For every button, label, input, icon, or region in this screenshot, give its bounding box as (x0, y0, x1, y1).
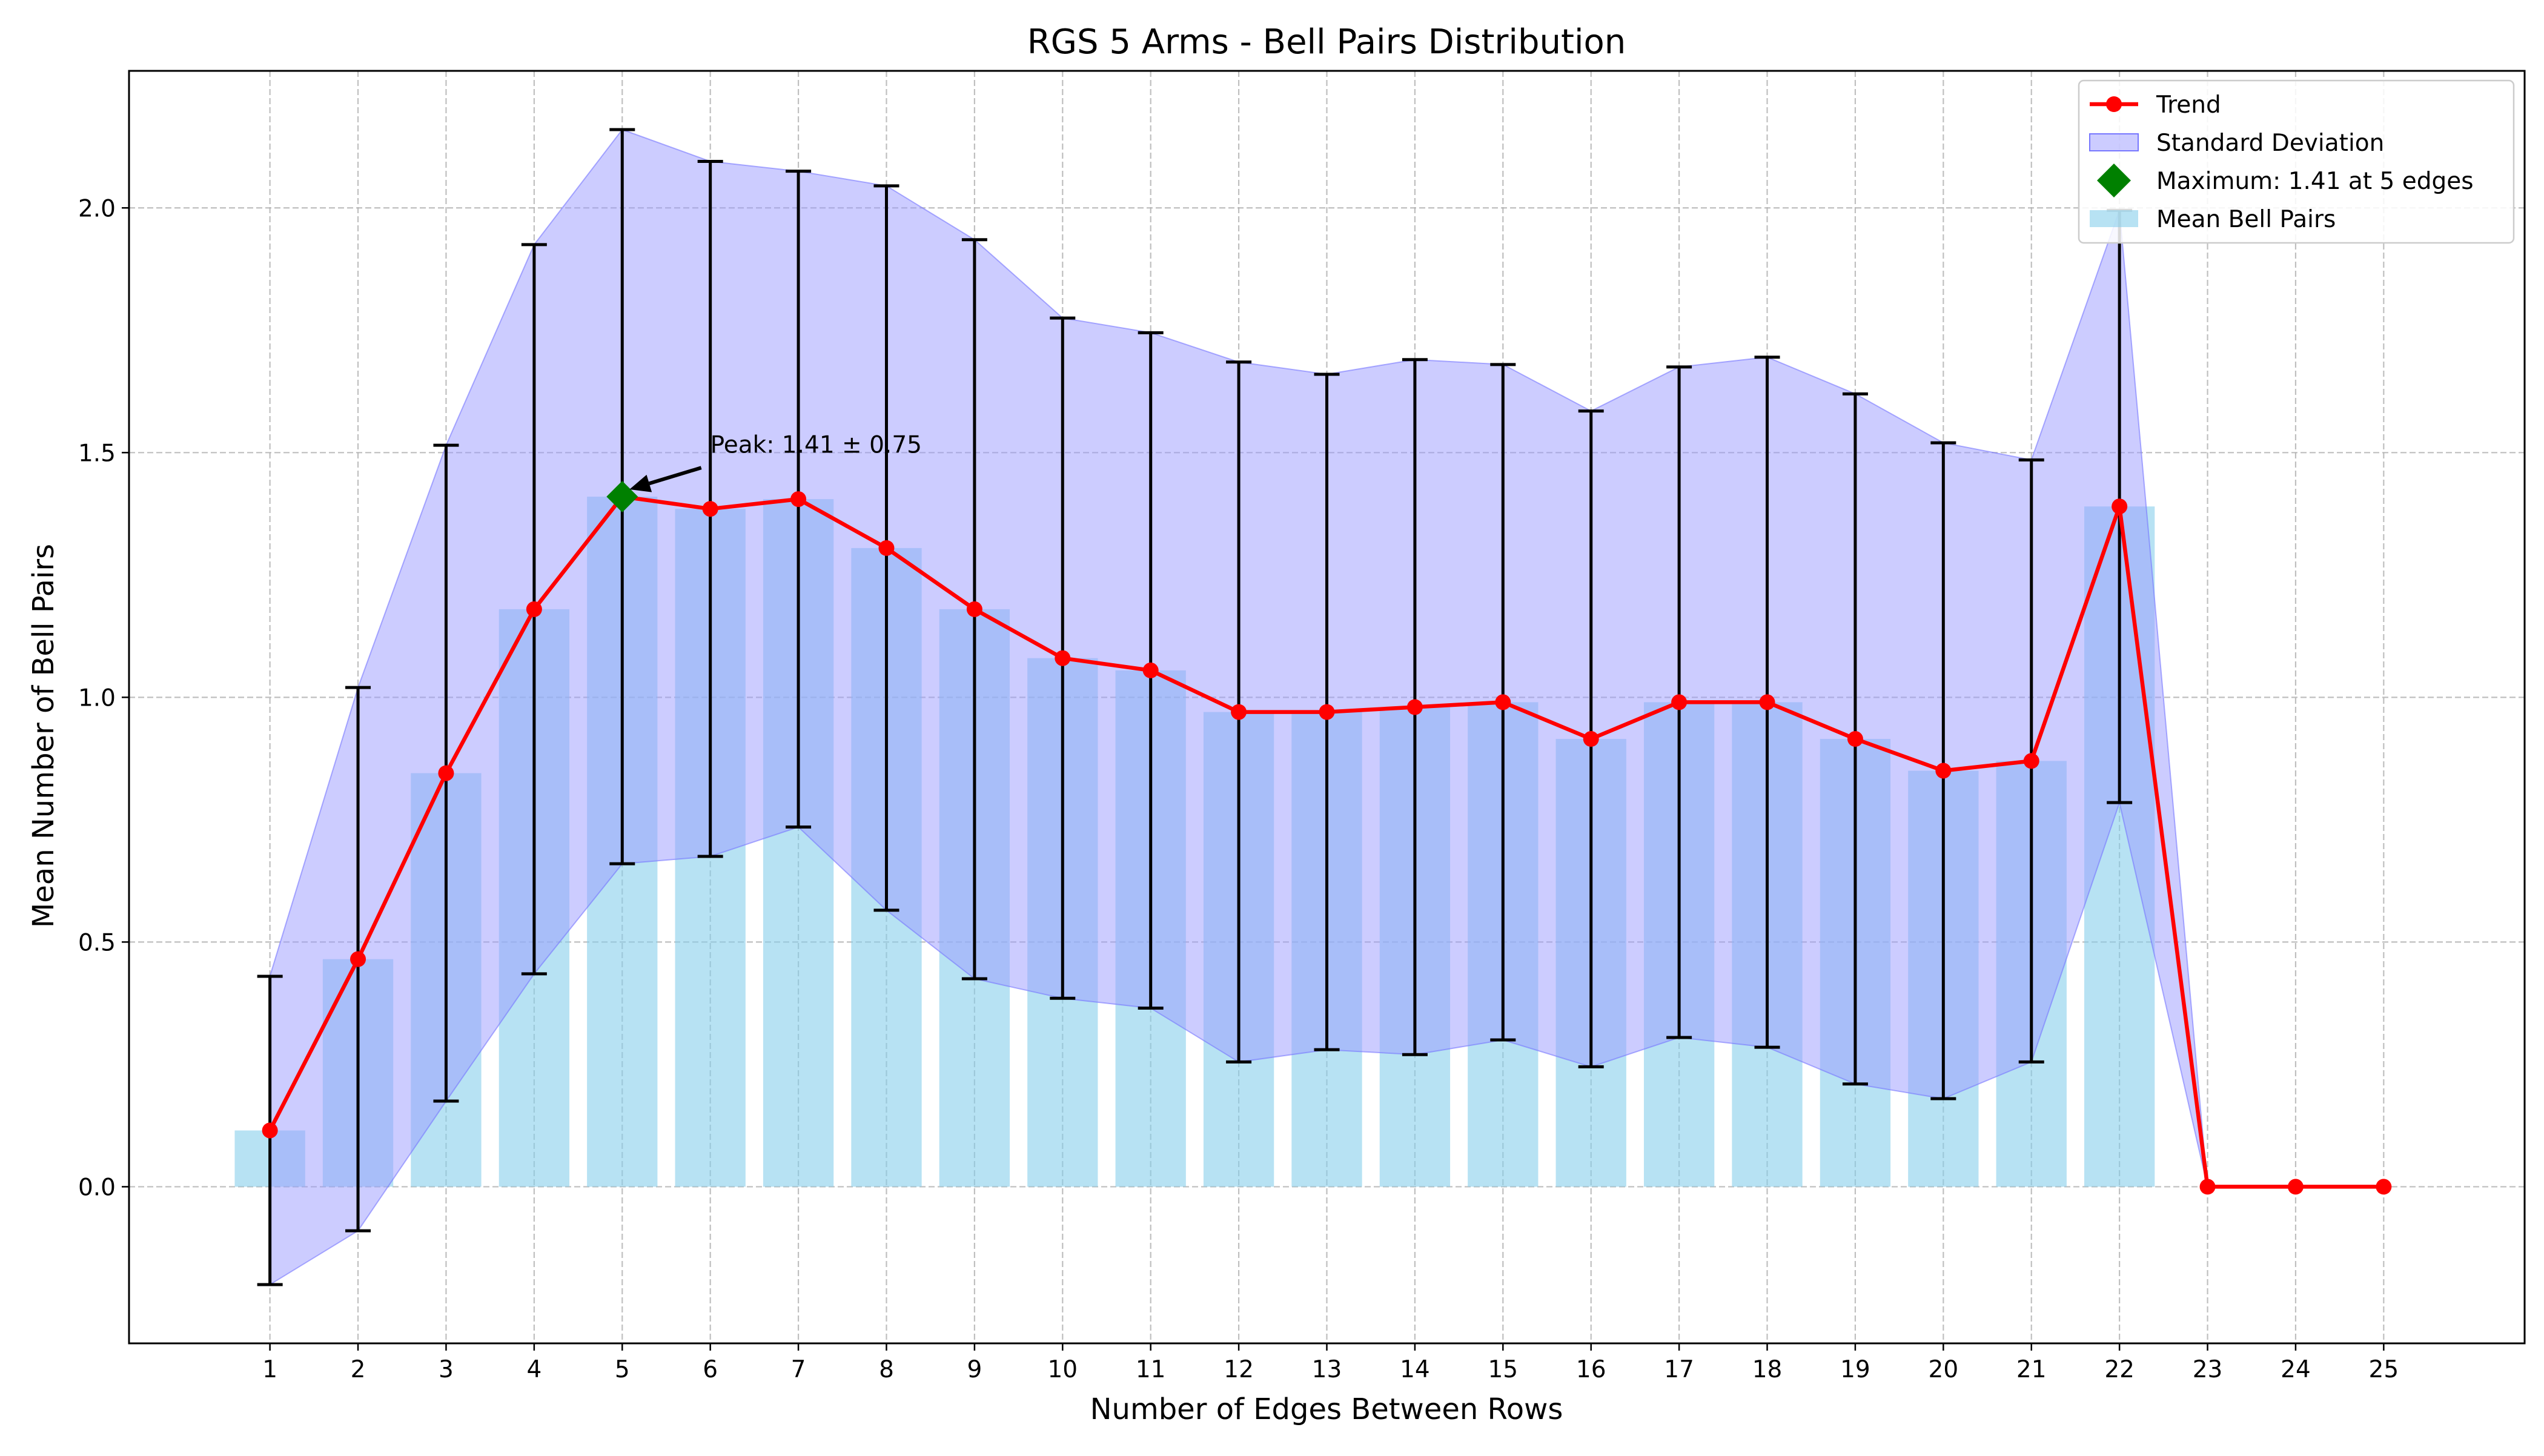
y-tick-label: 0.5 (78, 929, 116, 956)
x-tick-label: 8 (879, 1356, 894, 1383)
annotation-arrow-shaft (648, 466, 702, 486)
y-tick-label: 0.0 (78, 1174, 116, 1201)
x-tick-label: 16 (1576, 1356, 1606, 1383)
x-tick-label: 1 (262, 1356, 277, 1383)
trend-point-14 (1406, 699, 1423, 715)
trend-point-4 (526, 601, 542, 617)
x-tick-label: 7 (791, 1356, 806, 1383)
legend-item-mean-bell-pairs-label: Mean Bell Pairs (2156, 206, 2336, 233)
x-tick-label: 11 (1136, 1356, 1166, 1383)
chart-title: RGS 5 Arms - Bell Pairs Distribution (1027, 22, 1626, 62)
x-tick-label: 2 (351, 1356, 366, 1383)
x-tick-label: 22 (2104, 1356, 2135, 1383)
trend-point-23 (2199, 1179, 2216, 1195)
trend-point-7 (790, 491, 807, 508)
axes-layer: 1 2 3 4 5 6 7 8 9 10 11 12 13 14 15 16 17 18 19 20 21 22 23 24 2… (78, 70, 2526, 1383)
x-axis-title: Number of Edges Between Rows (1090, 1392, 1563, 1426)
trend-point-20 (1935, 763, 1952, 779)
legend-item-mean-bell-pairs-swatch (2090, 210, 2138, 227)
legend-item-standard-deviation-swatch (2089, 133, 2139, 151)
trend-point-15 (1495, 694, 1511, 710)
x-tick-label: 23 (2193, 1356, 2223, 1383)
legend-box (2078, 79, 2515, 244)
trend-point-2 (350, 951, 366, 967)
annotation-layer: Peak: 1.41 ± 0.75 (606, 431, 922, 513)
trend-point-6 (702, 501, 718, 517)
trend-point-18 (1759, 694, 1775, 710)
x-tick-label: 24 (2281, 1356, 2311, 1383)
x-tick-label: 5 (615, 1356, 630, 1383)
x-tick-label: 17 (1664, 1356, 1694, 1383)
maximum-marker (606, 481, 638, 513)
trend-point-17 (1671, 694, 1688, 710)
legend: Trend Standard Deviation Maximum: 1.41 at … (2078, 79, 2515, 244)
x-tick-label: 21 (2016, 1356, 2047, 1383)
trend-point-13 (1319, 704, 1335, 720)
legend-item-trend-label: Trend (2156, 91, 2221, 119)
x-tick-label: 10 (1047, 1356, 1078, 1383)
x-tick-label: 19 (1840, 1356, 1870, 1383)
x-tick-label: 9 (967, 1356, 982, 1383)
trend-point-3 (438, 765, 454, 781)
peak-annotation: Peak: 1.41 ± 0.75 (711, 431, 922, 458)
x-tick-label: 4 (526, 1356, 542, 1383)
trend-point-1 (262, 1122, 278, 1139)
trend-point-22 (2112, 498, 2128, 515)
legend-item-maximum-1-41-at-5-edges-marker (2097, 164, 2131, 197)
y-axis-title: Mean Number of Bell Pairs (27, 544, 61, 928)
y-tick-label: 1.5 (78, 440, 116, 467)
x-tick-label: 20 (1929, 1356, 1959, 1383)
trend-point-8 (878, 540, 895, 556)
trend-point-16 (1583, 731, 1599, 747)
legend-item-maximum-1-41-at-5-edges-label: Maximum: 1.41 at 5 edges (2156, 168, 2474, 195)
legend-item-trend-marker (2106, 96, 2122, 112)
x-tick-label: 3 (439, 1356, 454, 1383)
trend-point-12 (1231, 704, 1247, 720)
legend-item-standard-deviation-label: Standard Deviation (2156, 130, 2384, 157)
x-tick-label: 18 (1752, 1356, 1783, 1383)
y-tick-label: 2.0 (78, 195, 116, 222)
x-tick-label: 25 (2369, 1356, 2399, 1383)
x-tick-label: 13 (1312, 1356, 1342, 1383)
y-tick-label: 1.0 (78, 684, 116, 712)
annotation-arrow-head (629, 474, 652, 492)
trend-point-24 (2287, 1179, 2304, 1195)
trend-point-21 (2023, 753, 2039, 769)
trend-point-19 (1847, 731, 1863, 747)
trend-point-11 (1142, 662, 1159, 678)
x-tick-label: 12 (1224, 1356, 1254, 1383)
x-tick-label: 15 (1488, 1356, 1518, 1383)
x-tick-label: 14 (1400, 1356, 1430, 1383)
trend-point-10 (1055, 650, 1071, 666)
trend-point-25 (2376, 1179, 2392, 1195)
x-tick-label: 6 (703, 1356, 718, 1383)
trend-point-9 (966, 601, 982, 617)
